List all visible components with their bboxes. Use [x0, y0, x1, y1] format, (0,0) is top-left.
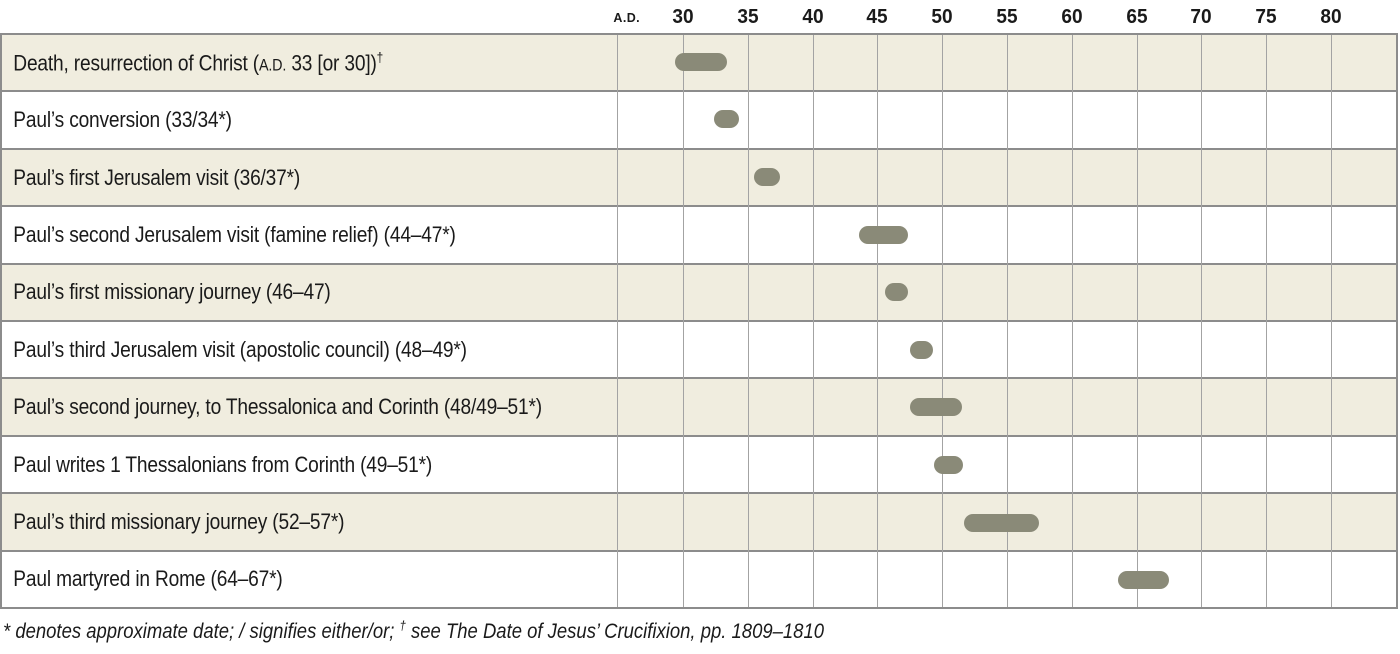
- axis-tick-label: 55: [996, 5, 1018, 28]
- small-caps-ad: A.D.: [258, 55, 287, 74]
- axis-tick-label: 70: [1190, 5, 1212, 28]
- footnote: * denotes approximate date; / signifies …: [3, 618, 824, 644]
- axis-tick-label: 75: [1255, 5, 1277, 28]
- timeline-row: Paul’s third missionary journey (52–57*): [2, 494, 1396, 552]
- axis-tick-label: 30: [672, 5, 694, 28]
- axis-era-label: A.D.: [613, 11, 640, 25]
- timeline-row: Paul’s first missionary journey (46–47): [2, 264, 1396, 323]
- row-label: Paul writes 1 Thessalonians from Corinth…: [13, 451, 433, 477]
- axis-tick-label: 80: [1320, 5, 1342, 28]
- footnote-text: * denotes approximate date; / signifies …: [3, 620, 400, 643]
- timeline-row: Paul writes 1 Thessalonians from Corinth…: [2, 437, 1396, 495]
- timeline-table: Death, resurrection of Christ (A.D. 33 […: [0, 33, 1398, 609]
- timeline-row: Death, resurrection of Christ (A.D. 33 […: [2, 35, 1396, 93]
- row-label: Paul’s conversion (33/34*): [13, 107, 232, 133]
- axis-tick-label: 65: [1125, 5, 1148, 28]
- dagger-marker: †: [376, 49, 384, 65]
- row-label: Paul martyred in Rome (64–67*): [13, 566, 283, 592]
- timeline-rows: Death, resurrection of Christ (A.D. 33 […: [2, 35, 1396, 607]
- row-label: Paul’s first missionary journey (46–47): [13, 279, 331, 305]
- footnote-reference-text: see The Date of Jesus’ Crucifixion, pp. …: [405, 620, 825, 643]
- row-label: Paul’s third missionary journey (52–57*): [13, 508, 345, 534]
- row-label: Paul’s third Jerusalem visit (apostolic …: [13, 336, 467, 362]
- timeline-row: Paul martyred in Rome (64–67*): [2, 552, 1396, 607]
- axis-tick-label: 50: [931, 5, 953, 28]
- dagger-footnote-marker: †: [399, 618, 406, 633]
- row-label: Paul’s first Jerusalem visit (36/37*): [13, 164, 301, 190]
- row-label: Paul’s second Jerusalem visit (famine re…: [13, 221, 456, 247]
- timeline-row: Paul’s first Jerusalem visit (36/37*): [2, 149, 1396, 208]
- axis-tick-label: 60: [1061, 5, 1083, 28]
- timeline-row: Paul’s second journey, to Thessalonica a…: [2, 379, 1396, 437]
- timeline-row: Paul’s second Jerusalem visit (famine re…: [2, 207, 1396, 265]
- axis-tick-label: 40: [801, 5, 824, 28]
- timeline-row: Paul’s third Jerusalem visit (apostolic …: [2, 322, 1396, 380]
- timeline-row: Paul’s conversion (33/34*): [2, 92, 1396, 150]
- row-label: Paul’s second journey, to Thessalonica a…: [13, 394, 542, 420]
- axis-tick-label: 35: [737, 5, 759, 28]
- axis-tick-label: 45: [866, 5, 888, 28]
- row-label: Death, resurrection of Christ (A.D. 33 […: [13, 49, 384, 75]
